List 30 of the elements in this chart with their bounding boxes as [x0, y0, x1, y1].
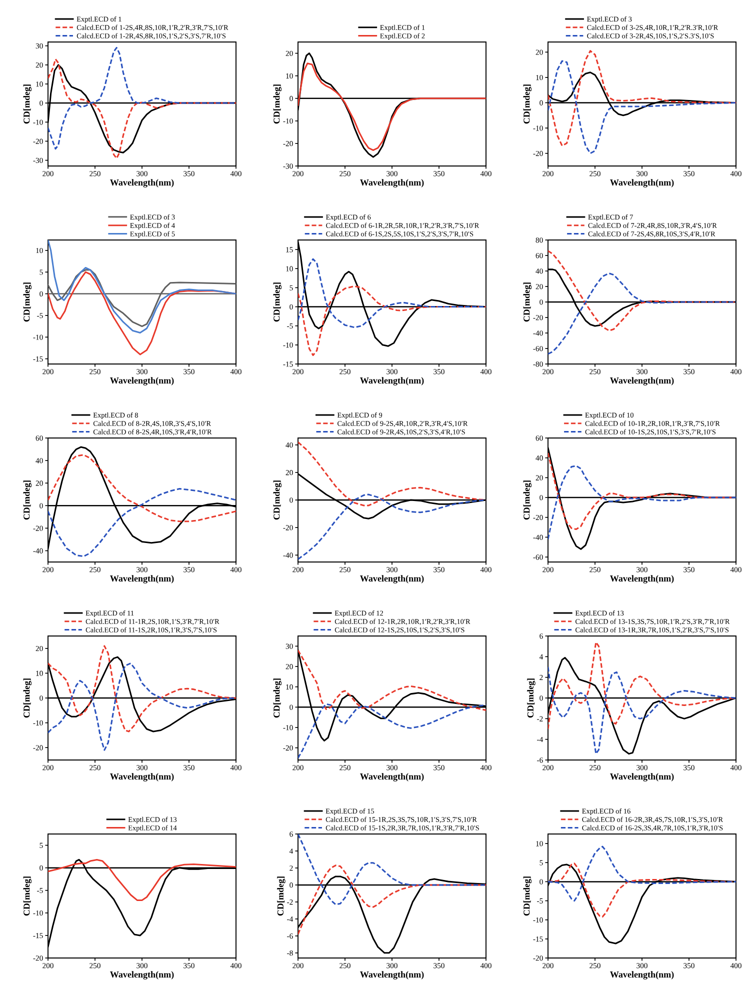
y-axis-title: CD[mdeg]	[273, 678, 282, 718]
x-axis-title: Wavelength(nm)	[360, 179, 424, 188]
y-axis-title: CD[mdeg]	[273, 84, 282, 124]
y-axis-title: CD[mdeg]	[523, 480, 532, 520]
x-axis-title: Wavelength(nm)	[360, 575, 424, 584]
x-axis-title: Wavelength(nm)	[360, 971, 424, 980]
x-axis-title: Wavelength(nm)	[110, 773, 174, 782]
x-axis-title: Wavelength(nm)	[610, 179, 674, 188]
y-axis-title: CD[mdeg]	[523, 876, 532, 916]
y-axis-title: CD[mdeg]	[523, 84, 532, 124]
y-axis-title: CD[mdeg]	[23, 480, 32, 520]
x-axis-title: Wavelength(nm)	[110, 575, 174, 584]
x-axis-title: Wavelength(nm)	[610, 377, 674, 386]
x-axis-title: Wavelength(nm)	[110, 179, 174, 188]
y-axis-title: CD[mdeg]	[23, 678, 32, 718]
x-axis-title: Wavelength(nm)	[610, 773, 674, 782]
x-axis-title: Wavelength(nm)	[610, 575, 674, 584]
y-axis-title: CD[mdeg]	[523, 282, 532, 322]
x-axis-title: Wavelength(nm)	[610, 971, 674, 980]
x-axis-title: Wavelength(nm)	[110, 377, 174, 386]
y-axis-title: CD[mdeg]	[527, 678, 536, 718]
y-axis-title: CD[mdeg]	[273, 480, 282, 520]
x-axis-title: Wavelength(nm)	[360, 377, 424, 386]
x-axis-title: Wavelength(nm)	[360, 773, 424, 782]
x-axis-title: Wavelength(nm)	[110, 971, 174, 980]
y-axis-title: CD[mdeg]	[23, 282, 32, 322]
y-axis-title: CD[mdeg]	[23, 876, 32, 916]
y-axis-title: CD[mdeg]	[23, 84, 32, 124]
y-axis-title: CD[mdeg]	[277, 876, 286, 916]
y-axis-title: CD[mdeg]	[273, 282, 282, 322]
